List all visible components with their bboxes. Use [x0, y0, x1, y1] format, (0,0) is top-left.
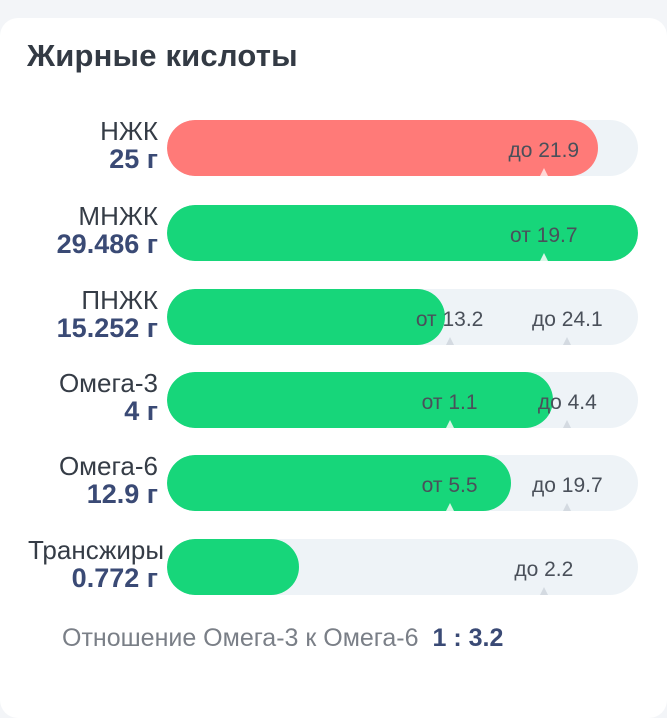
range-marker-label: от 13.2: [415, 308, 484, 331]
omega-ratio-label: Отношение Омега-3 к Омега-6: [62, 624, 419, 652]
range-marker-tick: [563, 420, 572, 428]
range-marker-tick: [563, 503, 572, 511]
fatty-acid-row[interactable]: Омега-3 4 г от 1.1 до 4.4: [0, 368, 667, 440]
progress-track: от 5.5 до 19.7: [167, 455, 638, 511]
omega-ratio-value: 1 : 3.2: [432, 624, 504, 652]
fatty-acid-row[interactable]: ПНЖК 15.252 г от 13.2 до 24.1: [0, 285, 667, 357]
progress-track: до 2.2: [167, 539, 638, 595]
range-marker-label: до 24.1: [532, 308, 603, 331]
progress-fill: [167, 289, 445, 345]
progress-fill: [167, 205, 638, 261]
range-marker-tick: [445, 337, 454, 345]
progress-fill: [167, 539, 299, 595]
range-marker-tick: [563, 337, 572, 345]
fatty-acid-name: МНЖК: [78, 201, 158, 231]
fatty-acid-value: 12.9 г: [86, 479, 158, 509]
progress-track: от 19.7: [167, 205, 638, 261]
progress-track: до 21.9: [167, 120, 638, 176]
fatty-acid-value: 25 г: [109, 144, 158, 174]
fatty-acid-name: НЖК: [100, 116, 158, 146]
progress-fill: [167, 120, 598, 176]
range-marker-tick: [539, 587, 548, 595]
range-marker-tick: [445, 503, 454, 511]
progress-fill: [167, 455, 511, 511]
range-marker-label: до 19.7: [532, 474, 603, 497]
range-marker-label: до 2.2: [514, 558, 574, 581]
fatty-acid-row[interactable]: Омега-6 12.9 г от 5.5 до 19.7: [0, 451, 667, 523]
range-marker-label: от 1.1: [421, 391, 478, 414]
fatty-acid-name: Трансжиры: [28, 535, 165, 565]
fatty-acid-name: ПНЖК: [81, 285, 158, 315]
range-marker-label: до 4.4: [537, 391, 597, 414]
range-marker-label: до 21.9: [508, 139, 580, 162]
range-marker-label: от 5.5: [421, 474, 478, 497]
range-marker-tick: [539, 253, 548, 261]
fatty-acid-row[interactable]: Трансжиры 0.772 г до 2.2: [0, 535, 667, 607]
fatty-acid-value: 0.772 г: [71, 563, 158, 593]
fatty-acid-value: 29.486 г: [56, 229, 158, 259]
omega-ratio: Отношение Омега-3 к Омега-6 1 : 3.2: [62, 624, 503, 653]
fatty-acid-value: 4 г: [124, 396, 158, 426]
section-title: Жирные кислоты: [27, 38, 298, 73]
fatty-acid-value: 15.252 г: [56, 313, 158, 343]
progress-track: от 13.2 до 24.1: [167, 289, 638, 345]
range-marker-tick: [445, 420, 454, 428]
fatty-acid-row[interactable]: МНЖК 29.486 г от 19.7: [0, 201, 667, 273]
fatty-acid-row[interactable]: НЖК 25 г до 21.9: [0, 116, 667, 188]
fatty-acid-name: Омега-6: [58, 451, 158, 481]
progress-fill: [167, 372, 553, 428]
fatty-acid-name: Омега-3: [58, 368, 158, 398]
range-marker-label: от 19.7: [510, 224, 578, 247]
range-marker-tick: [539, 168, 548, 176]
progress-track: от 1.1 до 4.4: [167, 372, 638, 428]
